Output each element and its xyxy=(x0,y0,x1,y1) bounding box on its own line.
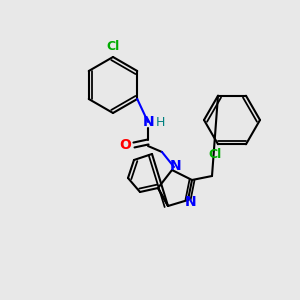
Text: Cl: Cl xyxy=(208,148,222,161)
Text: H: H xyxy=(155,116,165,128)
Text: Cl: Cl xyxy=(106,40,120,53)
Text: N: N xyxy=(143,115,155,129)
Text: N: N xyxy=(185,195,197,209)
Text: N: N xyxy=(170,159,182,173)
Text: O: O xyxy=(119,138,131,152)
